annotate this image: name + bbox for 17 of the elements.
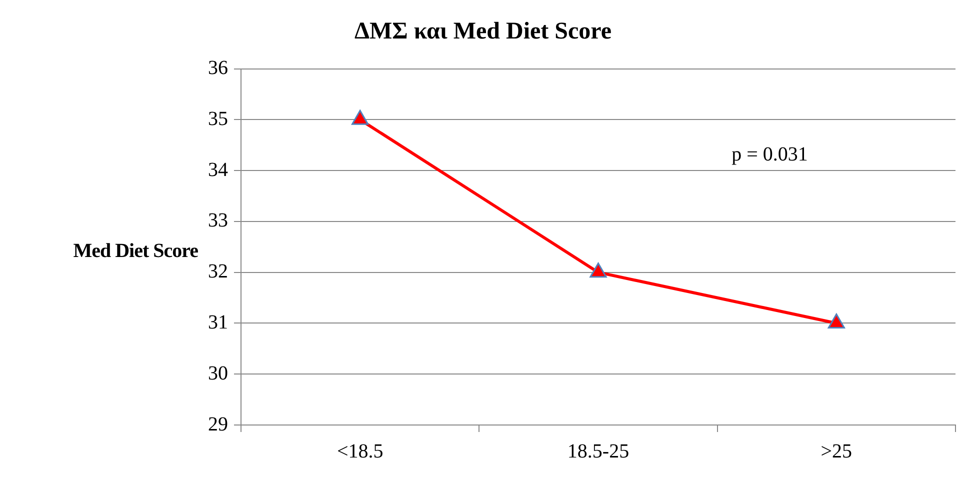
chart-title: ΔΜΣ και Med Diet Score [354, 18, 612, 45]
y-tick-label: 32 [208, 260, 228, 283]
y-tick-label: 31 [208, 311, 228, 334]
point [352, 110, 369, 125]
point [590, 262, 607, 278]
y-tick-label: 29 [208, 413, 228, 436]
y-tick-label: 36 [208, 57, 228, 80]
annotation: p = 0.031 [732, 144, 808, 166]
x-tick-label: 18.5-25 [567, 440, 630, 462]
y-tick-label: 34 [208, 158, 228, 181]
x-tick-label: <18.5 [336, 440, 384, 462]
y-tick-label: 35 [208, 108, 228, 130]
y-tick-label: 33 [208, 210, 228, 232]
y-tick-label: 30 [208, 362, 228, 384]
x-tick-label: >25 [820, 440, 852, 462]
y-axis-title: Med Diet Score [73, 240, 198, 263]
point [828, 313, 845, 328]
